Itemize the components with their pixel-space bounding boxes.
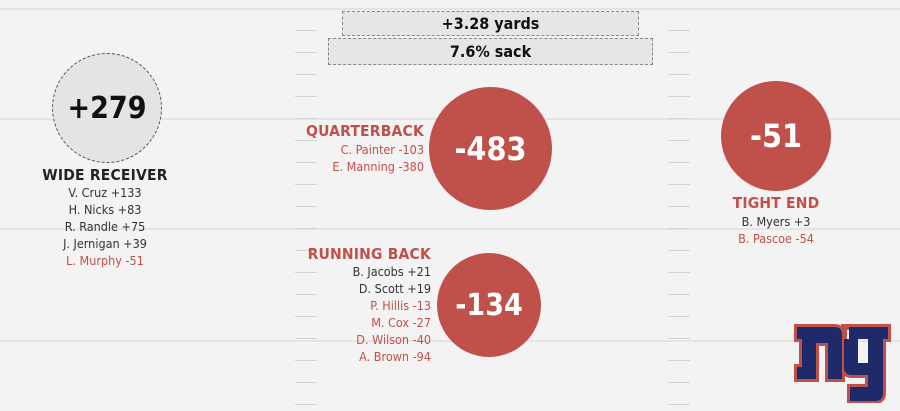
hash-mark xyxy=(668,206,690,207)
player-stat: B. Jacobs +21 xyxy=(352,264,431,279)
hash-mark xyxy=(668,338,690,339)
player-stat: V. Cruz +133 xyxy=(68,185,142,200)
player-stat: C. Painter -103 xyxy=(340,142,424,157)
hash-mark xyxy=(295,184,317,185)
hash-mark xyxy=(668,118,690,119)
player-stat: R. Randle +75 xyxy=(64,219,146,234)
hash-mark xyxy=(668,294,690,295)
yard-line xyxy=(0,228,900,230)
player-stat: H. Nicks +83 xyxy=(68,202,142,217)
hash-mark xyxy=(668,250,690,251)
hash-mark xyxy=(295,294,317,295)
yard-line xyxy=(0,340,900,342)
hash-mark xyxy=(295,52,317,53)
hash-mark xyxy=(295,316,317,317)
hash-mark xyxy=(668,272,690,273)
hash-mark xyxy=(668,30,690,31)
player-stat: J. Jernigan +39 xyxy=(63,236,147,251)
hash-mark xyxy=(668,52,690,53)
hash-mark xyxy=(295,206,317,207)
hash-mark xyxy=(668,228,690,229)
hash-mark xyxy=(295,360,317,361)
hash-mark xyxy=(668,360,690,361)
hash-mark xyxy=(668,316,690,317)
hash-mark xyxy=(295,250,317,251)
tight-end-total-circle: -51 xyxy=(721,81,831,191)
wide-receiver-total-circle: +279 xyxy=(52,53,162,163)
hash-mark xyxy=(668,140,690,141)
player-stat: B. Pascoe -54 xyxy=(738,231,814,246)
hash-mark xyxy=(668,162,690,163)
hash-mark xyxy=(668,382,690,383)
hash-mark xyxy=(668,96,690,97)
quarterback-player-list: C. Painter -103 E. Manning -380 xyxy=(250,141,424,175)
player-stat: A. Brown -94 xyxy=(359,349,431,364)
wide-receiver-total: +279 xyxy=(67,90,147,126)
player-stat: L. Murphy -51 xyxy=(66,253,144,268)
player-stat: B. Myers +3 xyxy=(741,214,811,229)
yards-summary-box: +3.28 yards xyxy=(342,11,639,36)
hash-mark xyxy=(295,74,317,75)
hash-mark xyxy=(295,404,317,405)
running-back-total: -134 xyxy=(455,287,523,323)
hash-mark xyxy=(668,184,690,185)
tight-end-title: TIGHT END xyxy=(732,194,820,212)
player-stat: D. Scott +19 xyxy=(358,281,431,296)
hash-mark xyxy=(295,162,317,163)
player-stat: P. Hillis -13 xyxy=(370,298,431,313)
sack-summary-box: 7.6% sack xyxy=(328,38,653,65)
running-back-total-circle: -134 xyxy=(437,253,541,357)
ny-logo-icon xyxy=(792,323,892,407)
hash-mark xyxy=(295,338,317,339)
quarterback-total-circle: -483 xyxy=(429,87,552,210)
hash-mark xyxy=(295,140,317,141)
wide-receiver-player-list: V. Cruz +133 H. Nicks +83 R. Randle +75 J. … xyxy=(30,184,180,269)
tight-end-total: -51 xyxy=(749,117,802,155)
hash-mark xyxy=(668,404,690,405)
hash-mark xyxy=(668,74,690,75)
quarterback-title: QUARTERBACK xyxy=(306,122,424,140)
hash-mark xyxy=(295,382,317,383)
running-back-player-list: B. Jacobs +21 D. Scott +19 P. Hillis -13 M.… xyxy=(250,263,431,365)
player-stat: M. Cox -27 xyxy=(371,315,431,330)
player-stat: E. Manning -380 xyxy=(332,159,424,174)
wide-receiver-title: WIDE RECEIVER xyxy=(42,166,168,184)
sack-summary-text: 7.6% sack xyxy=(449,42,532,61)
hash-mark xyxy=(295,96,317,97)
hash-mark xyxy=(295,228,317,229)
player-stat: D. Wilson -40 xyxy=(356,332,431,347)
hash-mark xyxy=(295,272,317,273)
yard-line xyxy=(0,8,900,10)
running-back-title: RUNNING BACK xyxy=(307,245,431,263)
hash-mark xyxy=(295,118,317,119)
tight-end-player-list: B. Myers +3 B. Pascoe -54 xyxy=(700,213,852,247)
hash-mark xyxy=(295,30,317,31)
quarterback-total: -483 xyxy=(454,129,527,168)
yards-summary-text: +3.28 yards xyxy=(441,14,540,33)
